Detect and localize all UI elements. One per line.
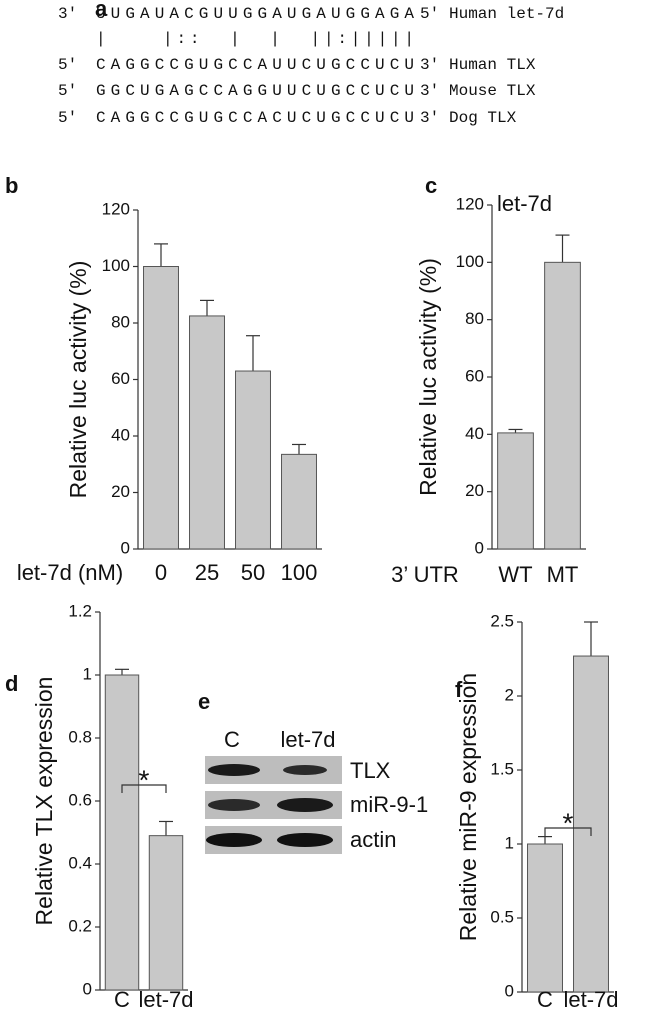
bar bbox=[527, 843, 563, 993]
band bbox=[277, 798, 333, 812]
panel-label: f bbox=[455, 677, 463, 702]
y-tick-label: 0 bbox=[121, 538, 130, 557]
y-tick-label: 0 bbox=[83, 979, 92, 998]
y-tick-label: 2 bbox=[505, 685, 514, 704]
seq-name: Human let-7d bbox=[449, 5, 564, 23]
y-tick-label: 120 bbox=[102, 199, 130, 218]
bar bbox=[189, 315, 225, 550]
panel-label: e bbox=[198, 689, 210, 714]
y-axis-label: Relative luc activity (%) bbox=[415, 258, 441, 496]
bar bbox=[143, 266, 179, 550]
y-tick-label: 1.5 bbox=[490, 759, 514, 778]
y-tick-label: 60 bbox=[465, 366, 484, 385]
band bbox=[277, 833, 333, 847]
y-tick-label: 20 bbox=[465, 481, 484, 500]
y-tick-label: 0.6 bbox=[68, 790, 92, 809]
bar bbox=[235, 370, 271, 550]
y-axis-label: Relative TLX expression bbox=[31, 677, 57, 926]
y-tick-label: 0.5 bbox=[490, 907, 514, 926]
x-tick-label: C bbox=[537, 987, 553, 1012]
blot-row: miR-9-1 bbox=[350, 792, 428, 817]
seq-name: Mouse TLX bbox=[449, 82, 536, 100]
seq-end: 5' bbox=[58, 82, 77, 100]
pairing: | |:: | | ||:||||| bbox=[96, 30, 414, 48]
blot-row: actin bbox=[350, 827, 396, 852]
panel-label: c bbox=[425, 173, 437, 198]
x-axis-label: let-7d (nM) bbox=[17, 560, 123, 585]
significance-bracket bbox=[121, 784, 167, 793]
band bbox=[283, 765, 327, 775]
seq-end: 5′ bbox=[420, 5, 439, 23]
seq-name: Dog TLX bbox=[449, 109, 517, 127]
band bbox=[206, 833, 262, 847]
y-tick-label: 100 bbox=[456, 252, 484, 271]
y-tick-label: 1.2 bbox=[68, 601, 92, 620]
bar bbox=[497, 432, 534, 550]
y-tick-label: 0.4 bbox=[68, 853, 92, 872]
seq-end: 3' bbox=[58, 5, 77, 23]
significance-bracket bbox=[544, 827, 592, 836]
x-tick-label: 100 bbox=[281, 560, 318, 585]
seq-end: 3' bbox=[420, 82, 439, 100]
x-tick-label: let-7d bbox=[563, 987, 618, 1012]
seq-end: 5' bbox=[58, 56, 77, 74]
chart-title: let-7d bbox=[497, 191, 552, 216]
blot bbox=[205, 756, 342, 854]
x-tick-label: 50 bbox=[241, 560, 265, 585]
y-tick-label: 40 bbox=[465, 424, 484, 443]
y-tick-label: 20 bbox=[111, 482, 130, 501]
x-tick-label: MT bbox=[547, 562, 579, 587]
y-tick-label: 80 bbox=[465, 309, 484, 328]
y-tick-label: 80 bbox=[111, 312, 130, 331]
bar bbox=[573, 655, 609, 993]
y-tick-label: 40 bbox=[111, 425, 130, 444]
y-tick-label: 1 bbox=[83, 664, 92, 683]
y-tick-label: 0.2 bbox=[68, 916, 92, 935]
bar bbox=[104, 674, 140, 991]
sequence: UUGAUACGUUGGAUGAUGGAGA bbox=[96, 5, 414, 23]
bar bbox=[281, 453, 317, 550]
x-tick-label: C bbox=[114, 987, 130, 1012]
y-axis-label: Relative miR-9 expression bbox=[455, 673, 481, 941]
seq-end: 3' bbox=[420, 56, 439, 74]
x-tick-label: WT bbox=[498, 562, 532, 587]
y-tick-label: 60 bbox=[111, 369, 130, 388]
sequence: GGCUGAGCCAGGUUCUGCCUCU bbox=[96, 82, 414, 100]
bar bbox=[544, 261, 581, 550]
panel-label: d bbox=[5, 671, 18, 696]
x-tick-label: 25 bbox=[195, 560, 219, 585]
seq-end: 3' bbox=[420, 109, 439, 127]
x-tick-label: 0 bbox=[155, 560, 167, 585]
band bbox=[208, 764, 260, 776]
y-tick-label: 0.8 bbox=[68, 727, 92, 746]
panel-label: b bbox=[5, 173, 18, 198]
bar bbox=[148, 835, 184, 991]
blot-row: TLX bbox=[350, 758, 391, 783]
seq-end: 5' bbox=[58, 109, 77, 127]
sequence: CAGGCCGUGCCAUUCUGCCUCU bbox=[96, 56, 414, 74]
y-tick-label: 120 bbox=[456, 194, 484, 213]
sequence: CAGGCCGUGCCACUCUGCCUCU bbox=[96, 109, 414, 127]
y-tick-label: 100 bbox=[102, 256, 130, 275]
blot-column: C bbox=[224, 727, 240, 752]
y-tick-label: 0 bbox=[505, 981, 514, 1000]
y-axis-label: Relative luc activity (%) bbox=[65, 261, 91, 499]
blot-column: let-7d bbox=[280, 727, 335, 752]
seq-name: Human TLX bbox=[449, 56, 536, 74]
significance-mark: * bbox=[139, 764, 150, 795]
band bbox=[208, 799, 260, 811]
x-tick-label: let-7d bbox=[138, 987, 193, 1012]
y-tick-label: 2.5 bbox=[490, 611, 514, 630]
y-tick-label: 0 bbox=[475, 538, 484, 557]
x-axis-label: 3’ UTR bbox=[391, 562, 459, 587]
y-tick-label: 1 bbox=[505, 833, 514, 852]
panel-label: a bbox=[95, 0, 108, 21]
significance-mark: * bbox=[563, 807, 574, 838]
